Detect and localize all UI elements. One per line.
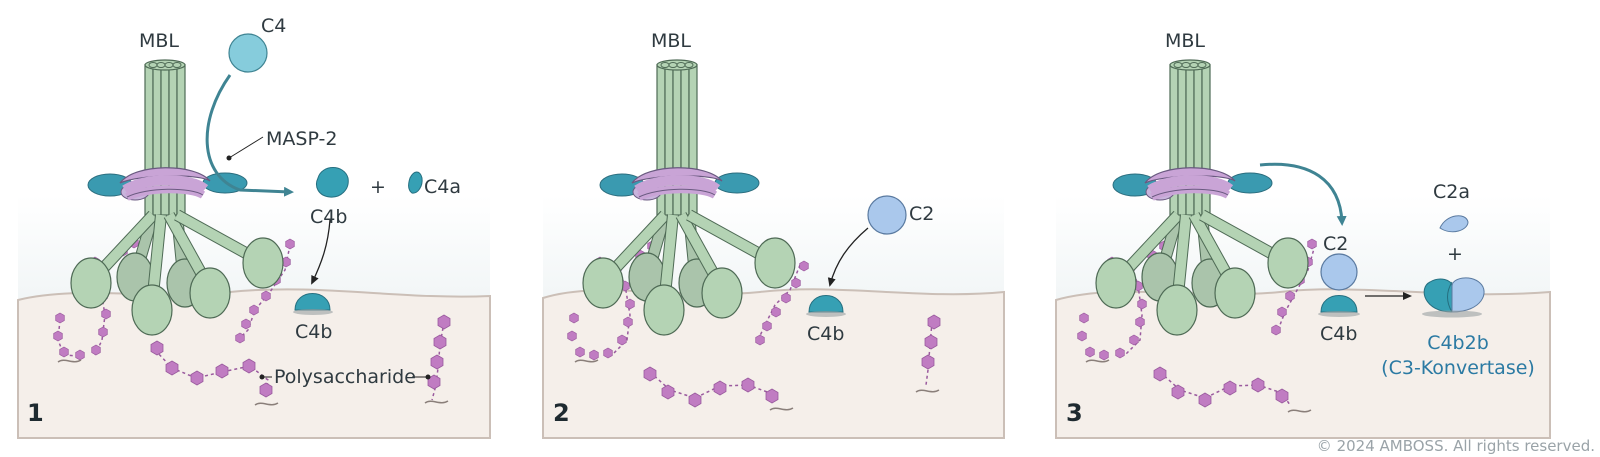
c2-molecule bbox=[1320, 253, 1358, 291]
panel-number: 1 bbox=[27, 399, 44, 427]
panel-number: 3 bbox=[1066, 399, 1083, 427]
c2a-fragment bbox=[1439, 215, 1469, 233]
c4b-bound bbox=[808, 295, 844, 313]
label-plus: + bbox=[1447, 243, 1463, 265]
cleavage-arrow bbox=[1259, 162, 1347, 226]
label-c4: C4 bbox=[261, 15, 286, 37]
panel-1: MBL C4 MASP-2 C4b + C4a C4b Polysacchari… bbox=[17, 15, 491, 439]
label-mbl: MBL bbox=[1165, 30, 1205, 52]
label-c4a: C4a bbox=[424, 176, 461, 198]
label-c2a: C2a bbox=[1433, 181, 1470, 203]
polysaccharide-chain bbox=[1077, 238, 1317, 413]
cleavage-arrow bbox=[205, 74, 294, 197]
label-polysaccharide: Polysaccharide bbox=[274, 366, 416, 388]
label-c2: C2 bbox=[909, 203, 934, 225]
copyright-notice: © 2024 AMBOSS. All rights reserved. bbox=[1317, 437, 1595, 455]
label-mbl: MBL bbox=[651, 30, 691, 52]
c2-molecule bbox=[867, 195, 907, 235]
c4b-fragment bbox=[316, 167, 349, 198]
panel-3: MBL C2a + C2 C4b C4b2b (C3-Konvertase) 3 bbox=[1055, 30, 1551, 439]
label-c4b-free: C4b bbox=[310, 206, 347, 228]
c4-molecule bbox=[228, 33, 268, 73]
label-convertase: (C3-Konvertase) bbox=[1381, 357, 1535, 379]
panel-2: MBL C2 C4b 2 bbox=[542, 30, 1005, 439]
polysaccharide-chain bbox=[567, 240, 941, 411]
c4b2b-complex bbox=[1422, 277, 1485, 318]
label-c4b: C4b bbox=[1320, 323, 1357, 345]
c4b-bound bbox=[1320, 295, 1358, 313]
label-c4b-bound: C4b bbox=[295, 321, 332, 343]
polysaccharide-chain bbox=[53, 237, 451, 406]
panel-number: 2 bbox=[553, 399, 570, 427]
label-c4b-bound: C4b bbox=[807, 323, 844, 345]
label-masp2: MASP-2 bbox=[266, 128, 337, 150]
c4a-fragment bbox=[408, 171, 423, 194]
label-plus: + bbox=[370, 176, 386, 198]
c4b-bound bbox=[294, 293, 331, 311]
label-c4b2b: C4b2b bbox=[1427, 332, 1489, 354]
label-mbl: MBL bbox=[139, 30, 179, 52]
label-c2: C2 bbox=[1323, 233, 1348, 255]
